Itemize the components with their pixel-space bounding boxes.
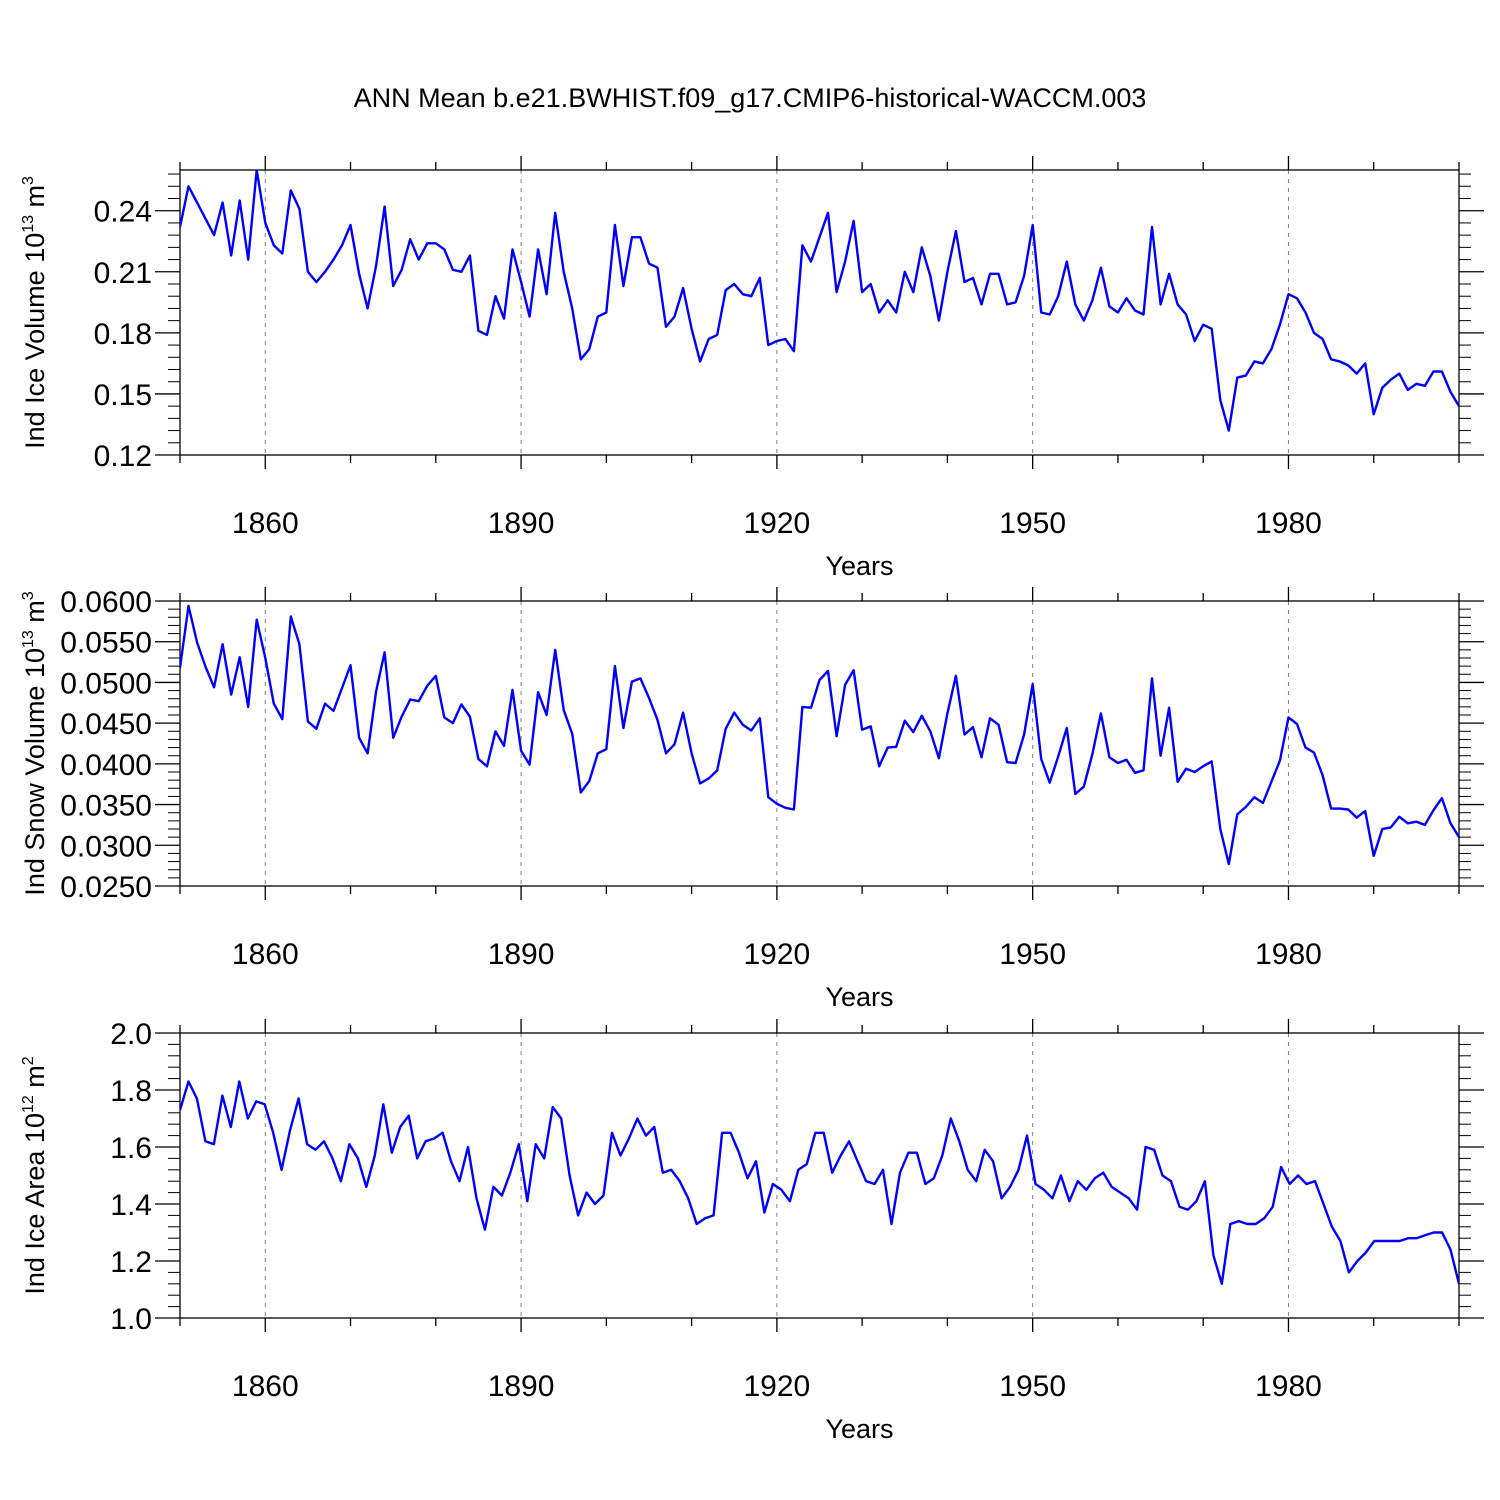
y-tick-label: 0.0600 (60, 586, 152, 619)
y-tick-label: 0.0500 (60, 667, 152, 700)
y-tick-label: 0.0450 (60, 708, 152, 741)
y-title-exp: 12 (20, 1095, 37, 1113)
x-axis-title: Years (825, 982, 893, 1012)
x-ticks: 1860 1890 1920 1950 1980 (232, 938, 1322, 971)
plot-frame (179, 169, 1460, 456)
y-tick-label: 0.15 (94, 379, 152, 412)
y-ticks: 0.0250 0.0300 0.0350 0.0400 0.0450 0.050… (60, 586, 152, 904)
y-tick-label: 1.8 (110, 1075, 152, 1108)
y-axis-title: Ind Snow Volume 1013 m3 (20, 591, 50, 895)
y-title-main: Ind Ice Volume 10 (20, 233, 50, 449)
figure-title: ANN Mean b.e21.BWHIST.f09_g17.CMIP6-hist… (354, 83, 1147, 113)
y-title-unit-exp: 3 (20, 591, 37, 600)
y-axis-title: Ind Ice Volume 1013 m3 (20, 176, 50, 449)
x-tick-label: 1890 (488, 938, 555, 971)
y-tick-label: 0.24 (94, 196, 152, 229)
y-tick-label: 0.18 (94, 318, 152, 351)
x-tick-label: 1860 (232, 938, 299, 971)
y-tick-label: 1.2 (110, 1246, 152, 1279)
x-ticks: 1860 1890 1920 1950 1980 (232, 507, 1322, 540)
x-tick-label: 1920 (743, 938, 810, 971)
plot-frame (179, 1032, 1460, 1319)
y-title-main: Ind Ice Area 10 (20, 1113, 50, 1295)
panel-ice-area: 1.0 1.2 1.4 1.6 1.8 2.0 1860 1890 1920 1… (20, 1018, 1484, 1444)
y-tick-label: 2.0 (110, 1018, 152, 1051)
x-tick-label: 1890 (488, 1370, 555, 1403)
y-title-unit-exp: 3 (20, 176, 37, 185)
y-tick-label: 0.21 (94, 257, 152, 290)
x-tick-label: 1920 (743, 507, 810, 540)
snow-volume-series-line (180, 604, 1459, 866)
y-title-unit: m (20, 185, 50, 215)
y-title-exp: 13 (20, 215, 37, 233)
x-tick-label: 1920 (743, 1370, 810, 1403)
y-ticks: 0.12 0.15 0.18 0.21 0.24 (94, 196, 152, 473)
y-tick-label: 0.0300 (60, 830, 152, 863)
panel-ice-volume: 0.12 0.15 0.18 0.21 0.24 1860 1890 1920 … (20, 156, 1484, 581)
panel-snow-volume: 0.0250 0.0300 0.0350 0.0400 0.0450 0.050… (20, 586, 1484, 1012)
y-tick-label: 0.0400 (60, 749, 152, 782)
y-tick-label: 1.0 (110, 1303, 152, 1336)
y-ticks: 1.0 1.2 1.4 1.6 1.8 2.0 (110, 1018, 152, 1336)
minor-ticks (155, 156, 1484, 469)
x-tick-label: 1980 (1255, 1370, 1322, 1403)
x-tick-label: 1860 (232, 507, 299, 540)
ice-area-series-line (180, 1080, 1459, 1285)
x-axis-title: Years (825, 1414, 893, 1444)
y-title-exp: 13 (20, 630, 37, 648)
ice-volume-series-line (180, 170, 1459, 432)
x-tick-label: 1860 (232, 1370, 299, 1403)
x-gridlines (264, 170, 1289, 455)
y-title-unit: m (20, 600, 50, 630)
x-tick-label: 1950 (999, 938, 1066, 971)
x-tick-label: 1890 (488, 507, 555, 540)
y-tick-label: 0.0350 (60, 790, 152, 823)
x-gridlines (264, 601, 1289, 886)
x-tick-label: 1980 (1255, 938, 1322, 971)
plot-frame (179, 600, 1460, 887)
y-tick-label: 0.12 (94, 440, 152, 473)
minor-ticks (155, 587, 1484, 900)
x-gridlines (264, 1033, 1289, 1318)
x-tick-label: 1950 (999, 1370, 1066, 1403)
y-title-unit-exp: 2 (20, 1056, 37, 1065)
minor-ticks (155, 1019, 1484, 1332)
y-tick-label: 0.0550 (60, 627, 152, 660)
y-axis-title: Ind Ice Area 1012 m2 (20, 1056, 50, 1294)
x-ticks: 1860 1890 1920 1950 1980 (232, 1370, 1322, 1403)
y-title-unit: m (20, 1065, 50, 1095)
y-title-main: Ind Snow Volume 10 (20, 648, 50, 896)
x-tick-label: 1980 (1255, 507, 1322, 540)
x-tick-label: 1950 (999, 507, 1066, 540)
y-tick-label: 1.6 (110, 1132, 152, 1165)
x-axis-title: Years (825, 551, 893, 581)
y-tick-label: 1.4 (110, 1189, 152, 1222)
y-tick-label: 0.0250 (60, 871, 152, 904)
